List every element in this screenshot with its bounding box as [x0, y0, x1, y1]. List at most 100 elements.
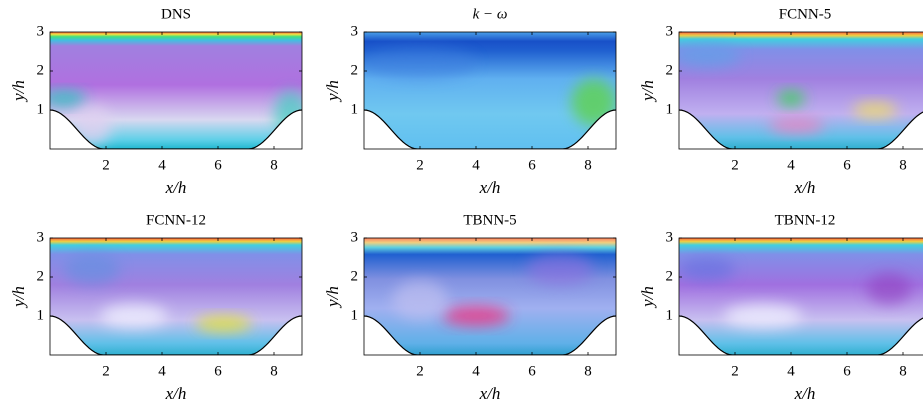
hill-outline [679, 315, 923, 355]
hill-outline [364, 109, 616, 149]
field-blob [526, 253, 594, 285]
x-axis-label: x/h [794, 384, 816, 403]
x-tick-label: 6 [528, 363, 536, 379]
x-tick-label: 4 [158, 363, 166, 379]
y-tick-label: 1 [37, 101, 45, 117]
panel-title: TBNN-5 [463, 212, 516, 228]
x-tick-label: 6 [843, 363, 851, 379]
field-blob [866, 273, 912, 305]
panel: 2 4 6 8 1 2 3 FCNN-5 x/h y/h [638, 6, 923, 197]
y-axis-label: y/h [638, 286, 657, 309]
field-blob [392, 280, 448, 320]
x-tick-label: 6 [214, 363, 222, 379]
hill [364, 316, 616, 355]
x-tick-label: 4 [787, 363, 795, 379]
panel: 2 4 6 8 1 2 3 FCNN-12 x/h y/h [9, 212, 303, 403]
panel-title: k − ω [473, 6, 508, 22]
panel: 2 4 6 8 1 2 3 k − ω x/h y/h [323, 6, 617, 197]
field [50, 238, 302, 355]
x-tick-label: 8 [270, 157, 278, 173]
x-tick-label: 4 [158, 157, 166, 173]
x-tick-label: 2 [416, 363, 424, 379]
field-blob [679, 43, 741, 68]
hill [364, 110, 616, 149]
axes-box [678, 31, 923, 150]
x-axis-label: x/h [165, 384, 187, 403]
x-tick-label: 8 [899, 363, 907, 379]
x-tick-label: 8 [899, 157, 907, 173]
x-tick-label: 2 [731, 157, 739, 173]
field [364, 238, 616, 355]
y-tick-label: 2 [351, 268, 359, 284]
panel-title: FCNN-12 [146, 212, 206, 228]
axes-box [49, 237, 303, 356]
axes-box [363, 237, 617, 356]
x-tick-label: 6 [843, 157, 851, 173]
field-blob [100, 304, 168, 328]
y-tick-label: 1 [666, 307, 674, 323]
x-axis-label: x/h [794, 178, 816, 197]
panel: 2 4 6 8 1 2 3 TBNN-5 x/h y/h [323, 212, 617, 403]
y-tick-label: 3 [666, 23, 674, 39]
x-axis-label: x/h [479, 178, 501, 197]
x-tick-label: 6 [528, 157, 536, 173]
x-tick-label: 2 [416, 157, 424, 173]
x-tick-label: 4 [787, 157, 795, 173]
panel: 2 4 6 8 1 2 3 DNS x/h y/h [9, 6, 303, 197]
y-tick-label: 2 [37, 268, 45, 284]
x-tick-label: 2 [102, 363, 110, 379]
field-blob [852, 102, 898, 118]
x-tick-label: 4 [472, 157, 480, 173]
y-tick-label: 3 [37, 229, 45, 245]
y-tick-label: 3 [666, 229, 674, 245]
y-tick-label: 3 [351, 229, 359, 245]
field-blob [723, 304, 803, 328]
y-tick-label: 1 [666, 101, 674, 117]
y-tick-label: 2 [37, 62, 45, 78]
axes-box [49, 31, 303, 150]
panel: 2 4 6 8 1 2 3 TBNN-12 x/h y/h [638, 212, 923, 403]
y-tick-label: 2 [666, 62, 674, 78]
y-axis-label: y/h [323, 80, 342, 103]
y-tick-label: 1 [37, 307, 45, 323]
y-tick-label: 2 [351, 62, 359, 78]
x-axis-label: x/h [165, 178, 187, 197]
field [364, 32, 616, 149]
y-tick-label: 3 [37, 23, 45, 39]
y-tick-label: 2 [666, 268, 674, 284]
field-blob [195, 316, 252, 332]
hill-outline [50, 315, 302, 355]
panel-title: TBNN-12 [775, 212, 836, 228]
x-axis-label: x/h [479, 384, 501, 403]
x-tick-label: 6 [214, 157, 222, 173]
hill [50, 316, 302, 355]
field-blob [768, 117, 825, 134]
y-tick-label: 1 [351, 307, 359, 323]
y-axis-label: y/h [323, 286, 342, 309]
x-tick-label: 2 [102, 157, 110, 173]
hill-outline [679, 109, 923, 149]
x-tick-label: 2 [731, 363, 739, 379]
field [679, 238, 923, 355]
hill [679, 316, 923, 355]
field [50, 32, 302, 149]
panel-title: DNS [161, 6, 191, 22]
field-blob [777, 90, 805, 107]
y-axis-label: y/h [9, 286, 28, 309]
x-tick-label: 4 [472, 363, 480, 379]
field-blob [64, 253, 120, 285]
y-axis-label: y/h [9, 80, 28, 103]
axes-box [363, 31, 617, 150]
hill-outline [50, 109, 302, 149]
panel-title: FCNN-5 [779, 6, 832, 22]
x-tick-label: 8 [584, 157, 592, 173]
field-blob [50, 90, 87, 107]
y-axis-label: y/h [638, 80, 657, 103]
field-blob [679, 257, 735, 281]
x-tick-label: 8 [584, 363, 592, 379]
axes-box [678, 237, 923, 356]
x-tick-label: 8 [270, 363, 278, 379]
hill [679, 110, 923, 149]
hill [50, 110, 302, 149]
